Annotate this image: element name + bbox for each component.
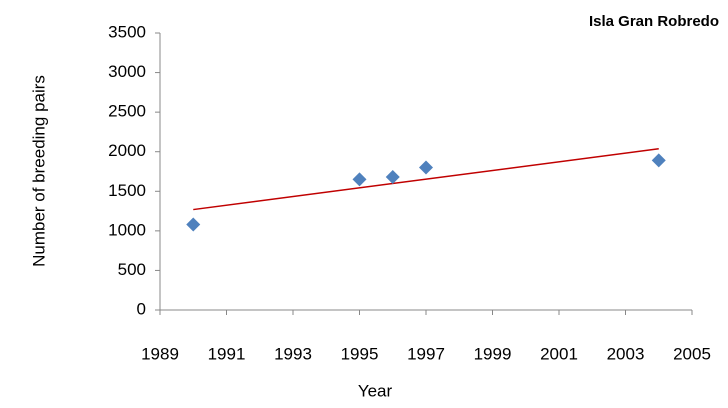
y-tick-label: 1000 [108, 220, 146, 239]
trendline [193, 148, 659, 211]
y-tick-label: 3500 [108, 22, 146, 41]
x-tick-label: 2001 [540, 344, 578, 363]
y-tick-label: 500 [118, 260, 146, 279]
x-tick-label: 1991 [208, 344, 246, 363]
x-tick-label: 1989 [141, 344, 179, 363]
data-point [352, 172, 367, 187]
data-point [186, 217, 201, 232]
x-axis-title: Year [358, 381, 393, 400]
y-tick-label: 2000 [108, 141, 146, 160]
y-tick-label: 0 [137, 299, 146, 318]
y-tick-label: 2500 [108, 102, 146, 121]
x-tick-label: 1997 [407, 344, 445, 363]
chart-title: Isla Gran Robredo [589, 13, 719, 30]
data-point [651, 153, 666, 168]
data-point [419, 160, 433, 175]
x-tick-label: 2003 [607, 344, 645, 363]
y-axis-title: Number of breeding pairs [29, 75, 48, 267]
x-tick-label: 1993 [274, 344, 312, 363]
x-tick-label: 1995 [341, 344, 379, 363]
x-tick-label: 2005 [673, 344, 711, 363]
y-tick-label: 1500 [108, 181, 146, 200]
y-tick-label: 3000 [108, 62, 146, 81]
x-tick-label: 1999 [474, 344, 512, 363]
data-point [385, 170, 400, 185]
